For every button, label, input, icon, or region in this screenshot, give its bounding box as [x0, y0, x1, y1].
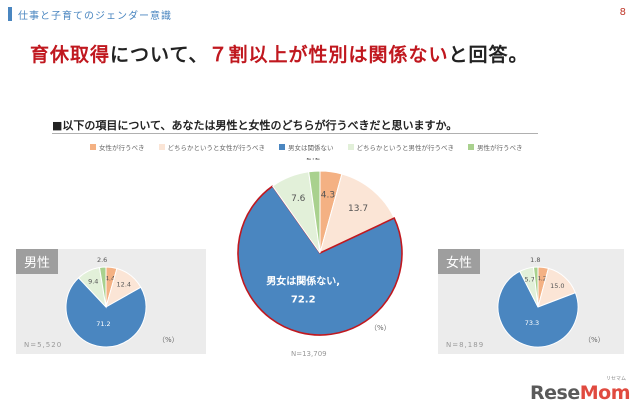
male-slice-male [98, 266, 107, 308]
male-pie-chart: 4.412.4 71.2 9.4 2.6 [65, 256, 147, 348]
resemom-logo: ReseMom [530, 382, 630, 404]
female-value-label-rather-male: 5.7 [525, 276, 535, 284]
logo-text-a: Rese [530, 382, 580, 404]
logo-text-b: Mom [579, 382, 631, 404]
legend-swatch-none [279, 144, 285, 150]
male-unit: （%） [158, 336, 179, 344]
legend-swatch-rather-male [347, 144, 354, 150]
headline: 育休取得について、７割以上が性別は関係ないと回答。 [30, 40, 529, 67]
legend-item-rather-male: どちらかというと男性が行うべき [347, 142, 455, 152]
female-value-label-female: 4.2 [537, 275, 547, 283]
chart-legend: 女性が行うべき どちらかというと女性が行うべき 男女は関係ない どちらかというと… [90, 142, 523, 152]
female-unit: （%） [584, 336, 605, 344]
headline-part3: ７割以上が性別は関係ない [208, 44, 449, 66]
female-value-label-none: 73.3 [525, 319, 539, 327]
total-pie-chart: 4.3 13.7 男女は関係ない, 72.2 7.6 2.2 [237, 158, 403, 336]
male-value-label-female: 4.4 [105, 275, 115, 283]
male-value-label-none: 71.2 [96, 320, 110, 328]
legend-label-none: 男女は関係ない [288, 144, 334, 152]
total-highlight-label: 男女は関係ない, [266, 274, 340, 287]
male-slice-none [65, 277, 147, 348]
total-value-label-none: 72.2 [291, 294, 316, 305]
total-value-label-female: 4.3 [321, 190, 335, 200]
total-slice-rather-female [319, 173, 395, 254]
page-number: 8 [619, 7, 626, 18]
legend-label-female: 女性が行うべき [99, 144, 145, 152]
legend-label-rather-male: どちらかというと男性が行うべき [356, 144, 455, 152]
female-value-label-male: 1.8 [530, 256, 540, 264]
male-value-label-rather-female: 12.4 [117, 281, 131, 289]
female-pie-chart: 4.215.0 73.3 5.7 1.8 [497, 256, 579, 348]
section-title: 仕事と子育てのジェンダー意識 [18, 11, 172, 22]
legend-item-rather-female: どちらかというと女性が行うべき [158, 142, 266, 152]
question-divider [52, 133, 538, 134]
legend-item-female: 女性が行うべき [90, 142, 145, 152]
total-slice-highlight-outline [237, 184, 403, 336]
male-value-label-male: 2.6 [97, 256, 107, 264]
female-slice-none [497, 270, 579, 348]
total-value-label-rather-female: 13.7 [348, 204, 368, 214]
legend-item-male: 男性が行うべき [468, 142, 523, 152]
total-slice-male [308, 170, 321, 254]
legend-label-rather-female: どちらかというと女性が行うべき [167, 144, 266, 152]
total-sample-size: N=13,709 [291, 350, 327, 358]
female-panel: 女性 4.2 15.0 73.3 5.7 1.8 （%） N=8,189 [438, 249, 624, 354]
male-sample-size: N=5,520 [24, 341, 63, 349]
legend-swatch-male [468, 144, 474, 150]
legend-swatch-rather-female [158, 144, 165, 150]
survey-question: ■以下の項目について、あなたは男性と女性のどちらが行うべきだと思いますか。 [52, 119, 458, 132]
male-panel: 男性 4.4 12.4 71.2 9.4 2.6 （%） N=5,520 [16, 249, 206, 354]
male-value-label-rather-male: 9.4 [88, 277, 98, 285]
female-panel-label: 女性 [438, 249, 481, 274]
logo-kana: リセマム [605, 376, 626, 382]
female-sample-size: N=8,189 [446, 341, 485, 349]
total-value-label-male: 2.2 [306, 158, 320, 162]
female-slice-male [532, 266, 539, 308]
total-unit: （%） [370, 324, 391, 332]
total-value-label-rather-male: 7.6 [291, 194, 306, 204]
legend-swatch-female [90, 144, 96, 150]
headline-part1: 育休取得 [30, 44, 111, 66]
female-value-label-rather-female: 15.0 [550, 282, 564, 290]
male-panel-label: 男性 [16, 249, 59, 274]
legend-label-male: 男性が行うべき [477, 144, 523, 152]
legend-item-none: 男女は関係ない [279, 142, 334, 152]
section-accent-bar [8, 7, 12, 21]
headline-part2: について、 [110, 44, 209, 66]
headline-part4: と回答。 [448, 44, 529, 66]
